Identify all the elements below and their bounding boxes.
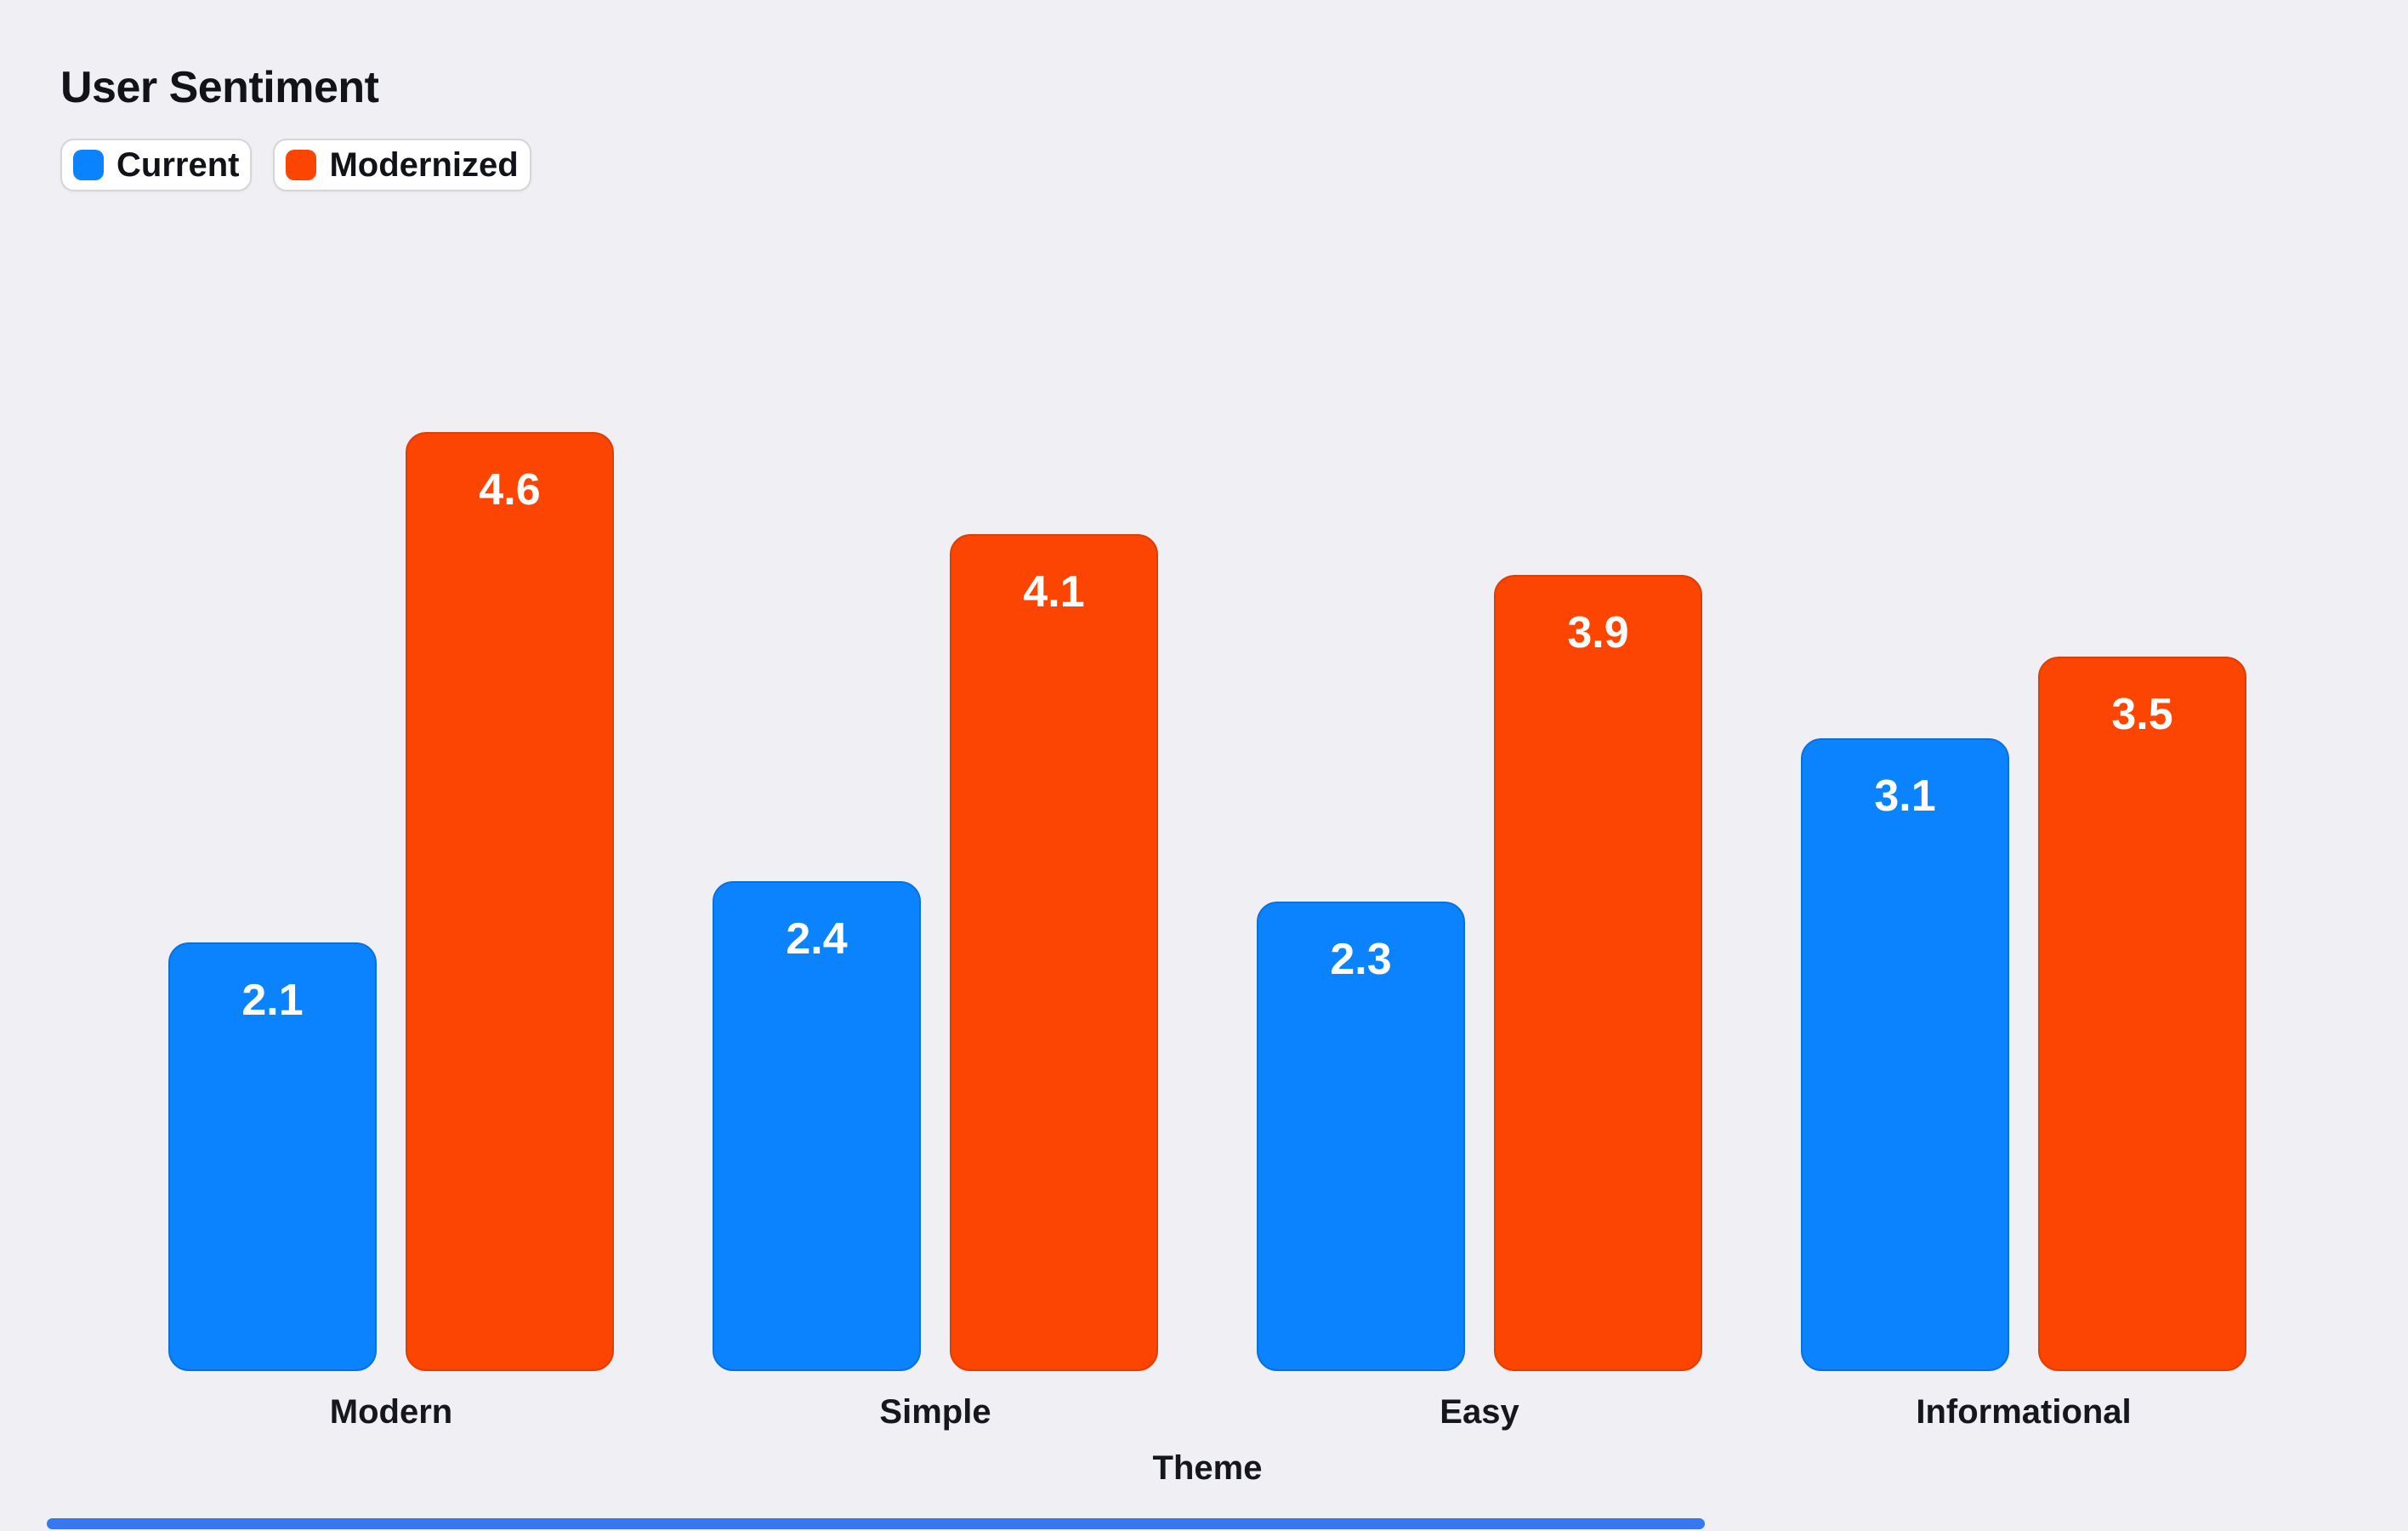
bar-group-modern: 2.1 4.6 (168, 432, 614, 1371)
bar-simple-modernized: 4.1 (950, 534, 1158, 1371)
legend-item-current[interactable]: Current (60, 139, 253, 191)
bar-value-label: 3.5 (2111, 690, 2173, 739)
legend-swatch-modernized-icon (286, 150, 317, 180)
legend-label-current: Current (116, 146, 240, 184)
bar-modern-current: 2.1 (168, 942, 377, 1371)
legend-item-modernized[interactable]: Modernized (273, 139, 531, 191)
chart-title: User Sentiment (60, 63, 379, 112)
plot-area: 2.1 4.6 2.4 4.1 2.3 3.9 3.1 (168, 432, 2246, 1371)
bar-value-label: 2.3 (1330, 935, 1392, 984)
legend-swatch-current-icon (73, 150, 104, 180)
bar-easy-current: 2.3 (1257, 902, 1465, 1371)
bar-informational-current: 3.1 (1801, 738, 2009, 1371)
category-label-informational: Informational (1916, 1393, 2132, 1431)
category-label-modern: Modern (329, 1393, 453, 1431)
bar-simple-current: 2.4 (713, 881, 921, 1371)
bar-informational-modernized: 3.5 (2038, 657, 2246, 1371)
bar-group-informational: 3.1 3.5 (1801, 657, 2246, 1371)
bar-group-simple: 2.4 4.1 (713, 534, 1158, 1371)
bar-modern-modernized: 4.6 (406, 432, 614, 1371)
bar-easy-modernized: 3.9 (1494, 575, 1702, 1371)
bar-value-label: 2.1 (241, 976, 304, 1025)
category-label-easy: Easy (1440, 1393, 1519, 1431)
bar-value-label: 3.1 (1874, 771, 1936, 821)
bar-value-label: 4.1 (1023, 567, 1085, 617)
bar-group-easy: 2.3 3.9 (1257, 575, 1702, 1371)
category-axis: Modern Simple Easy Informational (168, 1392, 2246, 1432)
bar-value-label: 3.9 (1567, 608, 1629, 657)
legend: Current Modernized (60, 139, 531, 191)
legend-label-modernized: Modernized (329, 146, 519, 184)
bar-value-label: 4.6 (479, 465, 541, 515)
x-axis-title: Theme (1152, 1449, 1263, 1487)
bar-value-label: 2.4 (786, 914, 848, 964)
category-label-simple: Simple (879, 1393, 991, 1431)
horizontal-scrollbar-thumb[interactable] (47, 1518, 1705, 1529)
